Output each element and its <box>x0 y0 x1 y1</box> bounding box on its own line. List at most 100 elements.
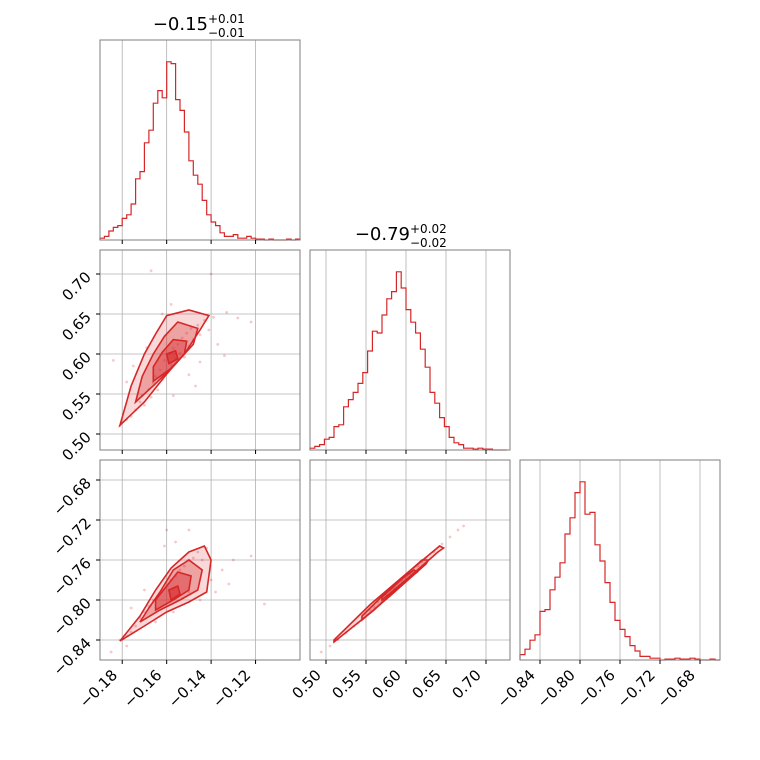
scatter-point-28 <box>263 602 266 606</box>
hist-1-title-main: −0.15 <box>153 14 208 35</box>
scatter-point-48 <box>194 384 197 388</box>
scatter-point-17 <box>456 528 460 532</box>
scatter-point-37 <box>187 373 191 377</box>
scatter-point-8 <box>149 395 153 399</box>
panel-corner-3-2-contours <box>333 545 446 644</box>
xtick-label-3: −0.12 <box>209 666 254 711</box>
scatter-point-29 <box>198 333 202 337</box>
panel-corner-3-1-yticks: −0.84−0.80−0.76−0.72−0.68 <box>50 474 100 679</box>
hist-2-title-sup: +0.02 <box>410 222 447 236</box>
scatter-point-32 <box>125 644 129 648</box>
panel-hist-1-frame <box>99 39 301 241</box>
scatter-point-32 <box>211 315 215 319</box>
scatter-point-36 <box>214 590 217 594</box>
panel-corner-3-2-grid <box>310 460 510 660</box>
panel-hist-2-frame <box>309 249 511 451</box>
panel-corner-2-1-xticks <box>121 450 257 454</box>
scatter-point-34 <box>154 620 157 624</box>
ytick-label-0: −0.84 <box>50 634 95 679</box>
scatter-point-33 <box>129 606 133 610</box>
scatter-point-0 <box>319 650 323 654</box>
scatter-point-3 <box>134 624 137 628</box>
scatter-point-20 <box>176 343 180 346</box>
scatter-point-13 <box>178 568 182 572</box>
scatter-point-30 <box>165 528 169 532</box>
scatter-point-18 <box>171 347 175 350</box>
xtick-label-2: −0.14 <box>165 666 210 711</box>
panel-corner-2-1-yticks: 0.50 0.55 0.60 0.65 0.70 <box>58 268 100 464</box>
scatter-point-11 <box>156 388 160 392</box>
ytick-label-3: −0.72 <box>50 514 95 559</box>
xtick-label-0: 0.50 <box>288 666 324 702</box>
scatter-point-31 <box>207 328 211 332</box>
contour-level-3 <box>167 584 181 602</box>
panel-hist-2: −0.79 +0.02 −0.02 <box>309 222 511 454</box>
panel-corner-3-2: 0.50 0.55 0.60 0.65 0.70 <box>288 459 511 702</box>
scatter-point-29 <box>187 528 191 532</box>
scatter-point-35 <box>198 598 202 602</box>
scatter-point-40 <box>225 311 229 314</box>
ytick-label-2: 0.60 <box>58 348 94 384</box>
scatter-point-15 <box>440 542 444 546</box>
scatter-point-33 <box>160 312 164 316</box>
panel-corner-3-1-contours <box>119 544 212 642</box>
scatter-point-22 <box>171 610 175 614</box>
scatter-point-38 <box>174 540 177 544</box>
scatter-point-18 <box>200 558 204 562</box>
contour-level-2 <box>381 569 419 602</box>
hist-2-title-main: −0.79 <box>355 224 410 245</box>
scatter-point-10 <box>154 375 157 378</box>
scatter-point-44 <box>149 269 153 273</box>
scatter-point-1 <box>328 644 332 648</box>
ytick-label-3: 0.65 <box>58 308 94 344</box>
scatter-point-28 <box>196 323 200 327</box>
panel-hist-2-grid <box>325 250 487 450</box>
ytick-label-2: −0.76 <box>50 554 95 599</box>
ytick-label-4: 0.70 <box>58 268 94 304</box>
hist-3-curve <box>519 481 720 661</box>
ytick-label-1: 0.55 <box>58 388 94 424</box>
scatter-point-24 <box>185 331 189 335</box>
scatter-point-21 <box>178 351 182 355</box>
scatter-point-46 <box>125 380 129 384</box>
scatter-point-22 <box>180 336 184 340</box>
hist-1-title-sup: +0.01 <box>208 12 245 26</box>
xtick-label-2: −0.76 <box>574 666 619 711</box>
scatter-point-17 <box>169 363 173 367</box>
scatter-point-26 <box>231 558 235 562</box>
xtick-label-4: 0.70 <box>448 666 484 702</box>
scatter-point-24 <box>209 578 213 582</box>
xtick-label-2: 0.60 <box>368 666 404 702</box>
scatter-point-49 <box>223 354 226 357</box>
scatter-point-14 <box>163 359 166 362</box>
panel-corner-3-1-xticks: −0.18 −0.16 −0.14 −0.12 <box>76 660 257 711</box>
contour-level-1 <box>134 321 199 405</box>
panel-hist-1-xticks <box>121 240 257 244</box>
scatter-point-2 <box>129 630 133 634</box>
scatter-point-18 <box>462 524 465 528</box>
panel-hist-2-xticks <box>325 450 487 454</box>
panel-corner-3-2-frame <box>309 459 511 661</box>
ytick-label-1: −0.80 <box>50 594 95 639</box>
xtick-label-0: −0.18 <box>76 666 121 711</box>
scatter-point-4 <box>138 400 142 404</box>
xtick-label-3: 0.65 <box>408 666 444 702</box>
ytick-label-4: −0.68 <box>50 474 95 519</box>
scatter-point-16 <box>448 535 452 539</box>
scatter-point-47 <box>171 394 175 397</box>
scatter-point-42 <box>249 320 253 324</box>
panel-corner-2-1: 0.50 0.55 0.60 0.65 0.70 <box>58 249 301 464</box>
panel-corner-2-1-contours <box>118 309 211 428</box>
hist-1-curve <box>99 61 301 241</box>
scatter-point-37 <box>227 582 231 586</box>
panel-corner-3-1: −0.18 −0.16 −0.14 −0.12 −0.84−0.80−0.76−0.7… <box>50 459 301 711</box>
panel-hist-3: −0.84−0.80−0.76−0.72−0.68 <box>494 459 721 711</box>
panel-hist-3-xticks: −0.84−0.80−0.76−0.72−0.68 <box>494 660 701 711</box>
ytick-label-0: 0.50 <box>58 428 94 464</box>
scatter-point-23 <box>372 605 376 609</box>
xtick-label-1: −0.80 <box>534 666 579 711</box>
panel-corner-2-1-grid <box>100 250 300 450</box>
scatter-point-41 <box>236 316 240 320</box>
scatter-point-25 <box>220 568 224 572</box>
